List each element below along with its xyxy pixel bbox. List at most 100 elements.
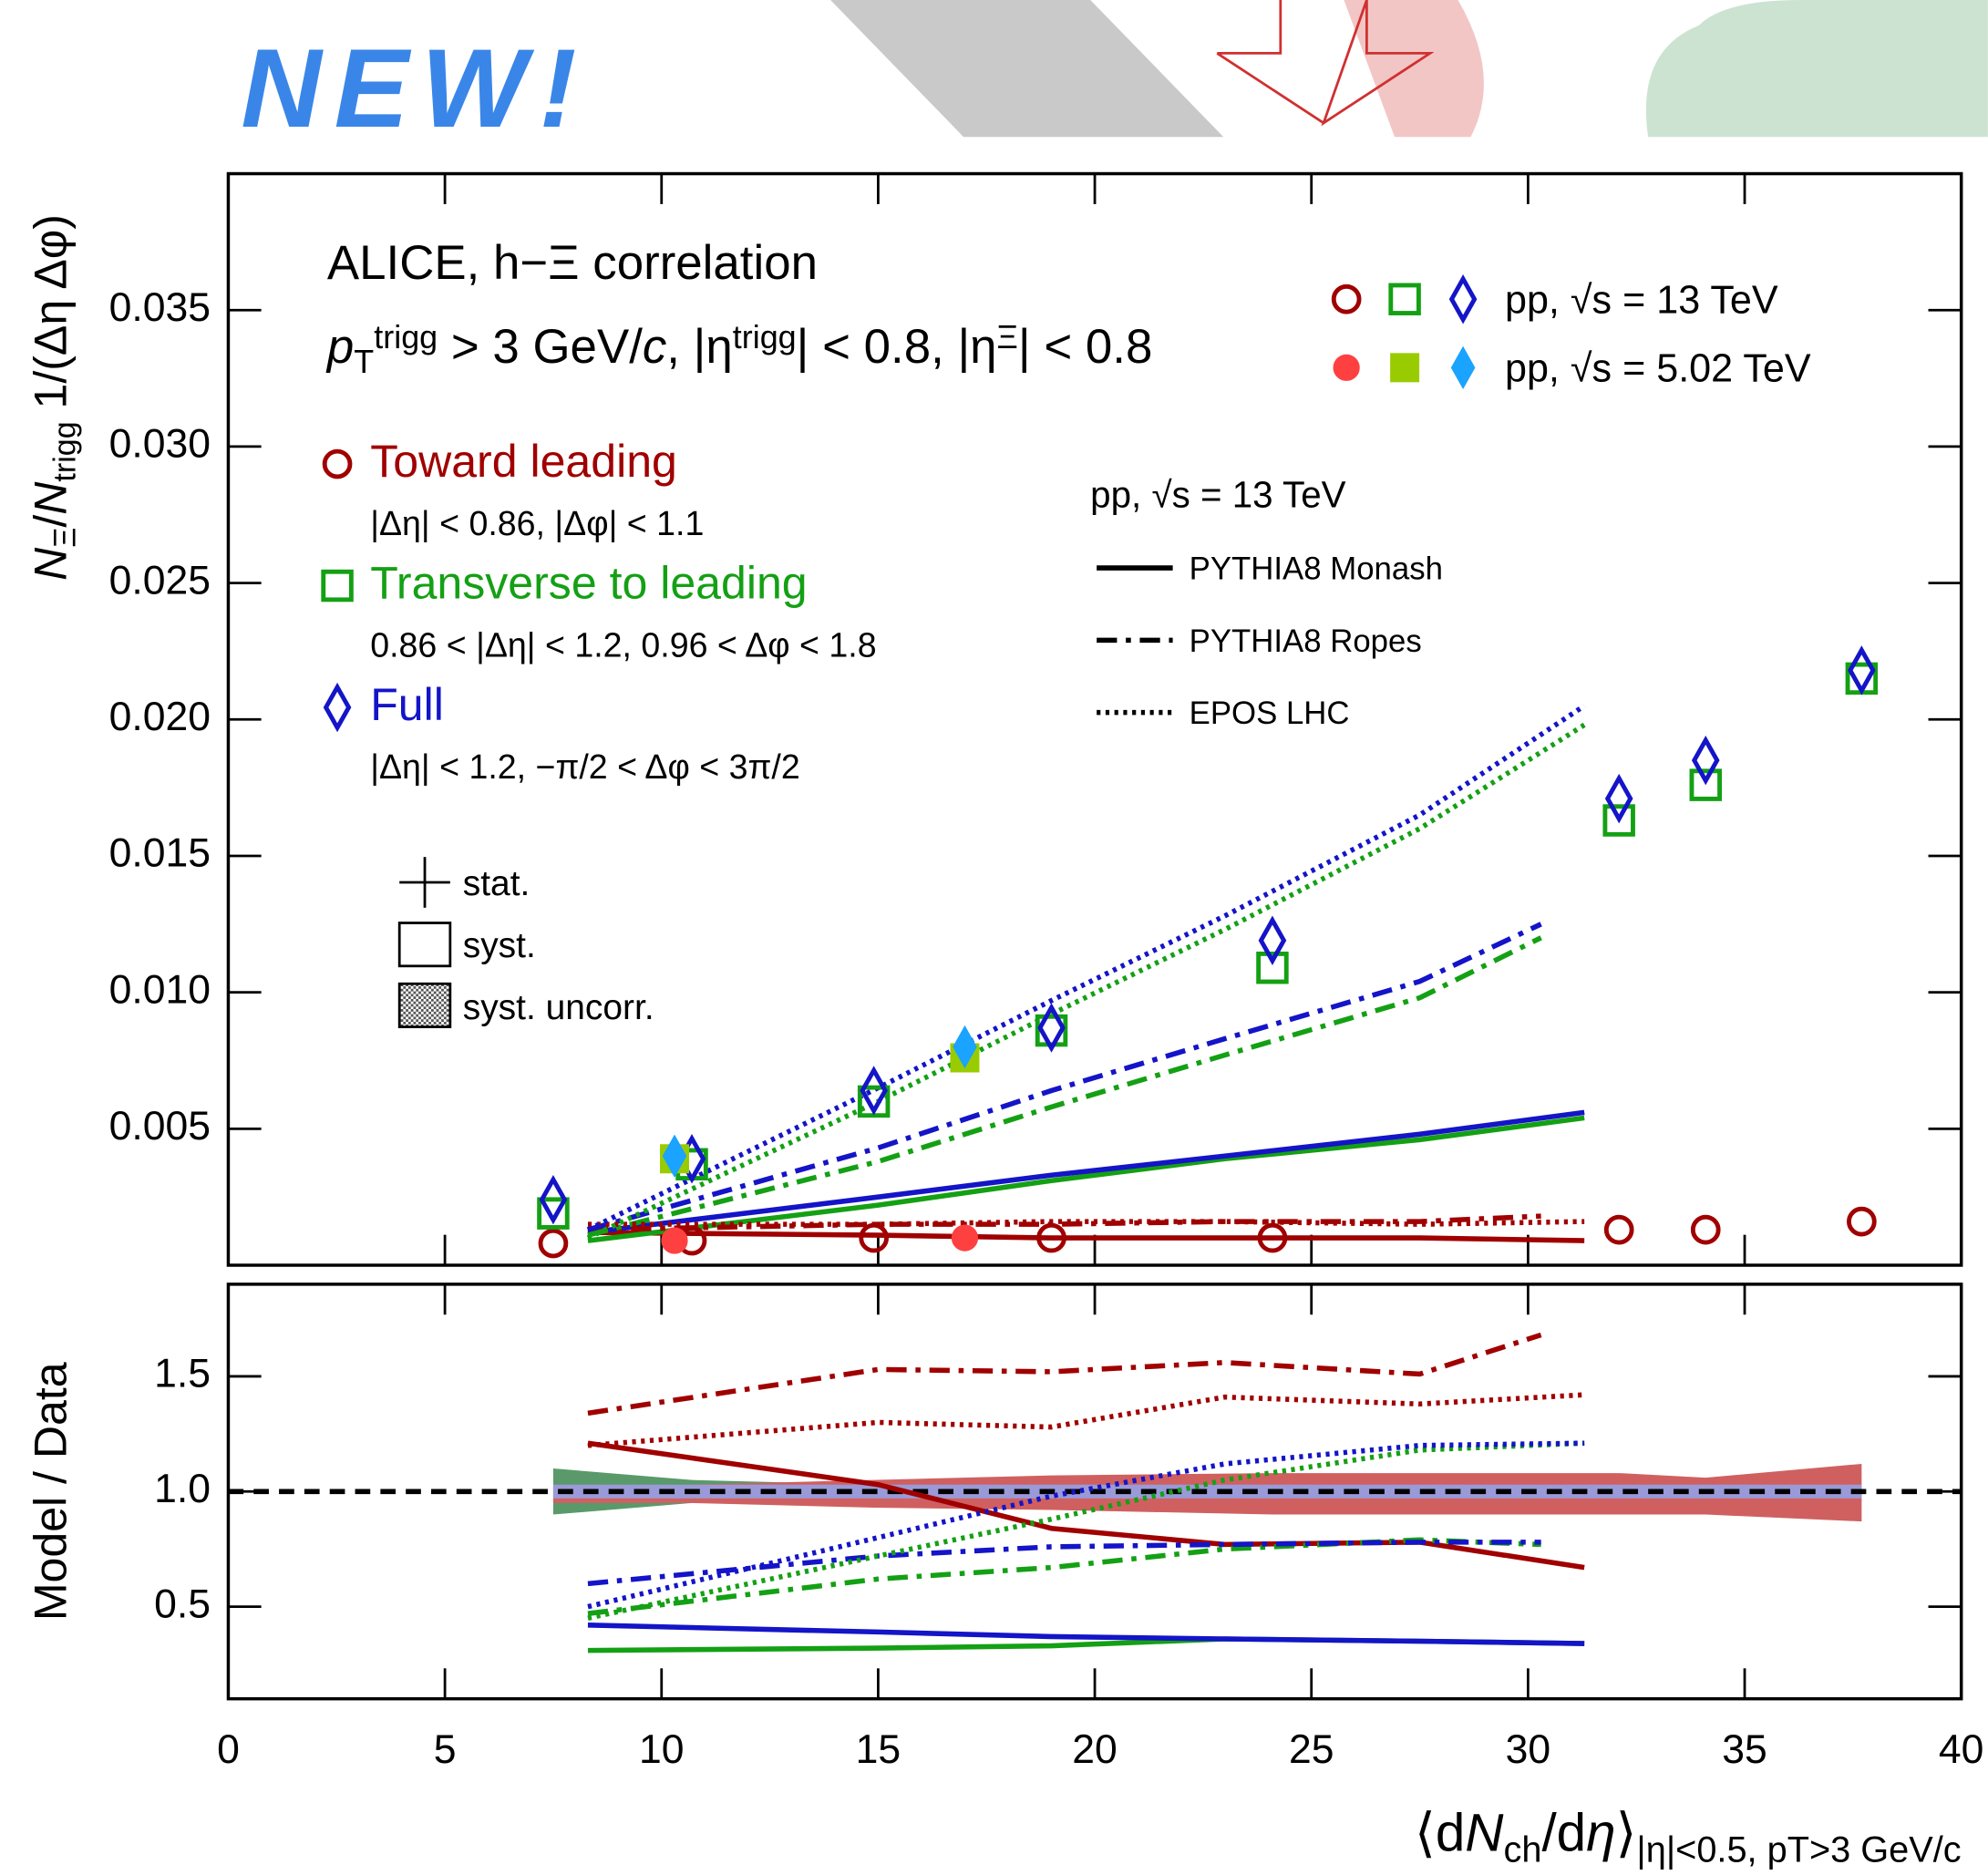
model-line (588, 1112, 1584, 1232)
legend-label: Transverse to leading (370, 557, 807, 608)
data-point (1693, 1217, 1718, 1242)
y-axis-title-part: 1/(Δη Δφ) (25, 214, 76, 421)
figure: NEW! 0.005 0.010 0.015 0.020 0.025 0.030 0.035… (0, 0, 1988, 1875)
legend-marker (1452, 347, 1475, 388)
x-axis-title-part: /d (1541, 1804, 1586, 1863)
data-point (1849, 1209, 1874, 1234)
legend-sublabel: |Δη| < 1.2, −π/2 < Δφ < 3π/2 (370, 747, 800, 786)
model-ratio-line (588, 1334, 1541, 1413)
x-tick-label: 35 (1722, 1727, 1767, 1772)
legend-label: PYTHIA8 Ropes (1190, 624, 1422, 659)
y-tick-label: 0.035 (109, 285, 211, 330)
annotation-selection-part: Ξ (997, 318, 1018, 355)
model-ratio-line (588, 1540, 1541, 1613)
x-axis-title-part: ⟩ (1616, 1804, 1637, 1863)
legend-icon (399, 923, 450, 966)
decor-shape (1646, 0, 1988, 137)
annotation-selection-part: trigg (374, 318, 438, 355)
y-axis-title-part: N (25, 481, 76, 515)
legend-marker (1334, 355, 1359, 380)
legend-label: EPOS LHC (1190, 696, 1350, 731)
y-tick-label: 1.0 (154, 1467, 211, 1511)
page: {"badge":"NEW!", "chart_data":[ {"type":… (0, 0, 1988, 1875)
legend-label: pp, √s = 13 TeV (1505, 279, 1778, 323)
model-line (588, 725, 1584, 1238)
x-axis-title-part: c (1943, 1830, 1962, 1870)
legend-icon (399, 984, 450, 1026)
model-ratio-line (588, 1395, 1584, 1446)
x-axis-title-part: η (1586, 1804, 1615, 1863)
annotation-selection-part: > 3 GeV/ (438, 320, 643, 374)
x-tick-label: 30 (1506, 1727, 1551, 1772)
legend-marker (1391, 285, 1419, 314)
x-tick-label: 20 (1072, 1727, 1118, 1772)
x-axis-title-part: T (1787, 1830, 1809, 1870)
model-ratio-line (588, 1625, 1584, 1643)
x-tick-label: 25 (1289, 1727, 1334, 1772)
x-tick-label: 15 (856, 1727, 901, 1772)
data-point (953, 1225, 978, 1251)
x-tick-label: 0 (217, 1727, 240, 1772)
badge: NEW! (241, 26, 589, 150)
model-line (588, 924, 1541, 1230)
data-point (1694, 740, 1717, 781)
legend-label: pp, √s = 5.02 TeV (1505, 347, 1811, 391)
data-point (541, 1231, 566, 1256)
legend-label: PYTHIA8 Monash (1190, 552, 1443, 587)
x-tick-label: 10 (639, 1727, 685, 1772)
y-axis-title-part: / (25, 515, 76, 528)
x-tick-label: 40 (1939, 1727, 1984, 1772)
y-axis-title-part: Ξ (48, 528, 83, 548)
annotation-selection-part: , |η (666, 320, 732, 374)
data-point (1850, 650, 1873, 691)
y-tick-label: 0.015 (109, 831, 211, 876)
decor-shape (1344, 0, 1484, 137)
x-axis-title-part: ch (1504, 1830, 1542, 1870)
annotation-selection-part: c (643, 320, 666, 374)
data-point (1606, 1217, 1632, 1242)
legend-sublabel: 0.86 < |Δη| < 1.2, 0.96 < Δφ < 1.8 (370, 625, 876, 664)
data-point (662, 1228, 687, 1253)
y-tick-label: 0.020 (109, 695, 211, 739)
legend-marker (1391, 354, 1419, 382)
legend-marker (1452, 279, 1475, 320)
legend-marker (324, 572, 352, 600)
data-point (861, 1225, 887, 1251)
y-tick-label: 0.5 (154, 1581, 211, 1626)
y-axis-title: NΞ/Ntrigg 1/(Δη Δφ) (25, 214, 82, 581)
data-point (1608, 778, 1631, 819)
model-ratio-line (588, 1443, 1584, 1606)
y-tick-label: 0.025 (109, 558, 211, 603)
x-axis-title: ⟨dNch/dη⟩|η|<0.5, pT>3 GeV/c (1415, 1804, 1962, 1870)
legend-sublabel: |Δη| < 0.86, |Δφ| < 1.1 (370, 504, 704, 542)
decor-shape (830, 0, 1223, 137)
model-ratio-line (588, 1542, 1541, 1583)
annotation-selection-part: trigg (733, 318, 797, 355)
legend-title: pp, √s = 13 TeV (1090, 473, 1345, 515)
y-tick-label: 0.005 (109, 1104, 211, 1149)
data-point (862, 1070, 885, 1111)
legend-marker (1334, 286, 1359, 312)
legend-marker (326, 687, 349, 728)
legend-label: Full (370, 679, 444, 730)
annotation-selection-part: | < 0.8, |η (797, 320, 997, 374)
legend-label: stat. (463, 864, 530, 903)
y-tick-label: 0.030 (109, 422, 211, 467)
annotation-selection-part: | < 0.8 (1018, 320, 1152, 374)
annotation-title: ALICE, h−Ξ correlation (327, 236, 818, 290)
legend-label: syst. (463, 926, 536, 965)
annotation-selection: pTtrigg > 3 GeV/c, |ηtrigg| < 0.8, |ηΞ| … (325, 318, 1152, 380)
x-axis-title-part: N (1465, 1804, 1504, 1863)
legend-marker (324, 451, 350, 477)
legend-label: Toward leading (370, 436, 677, 487)
y-axis-title-part: trigg (48, 421, 83, 481)
model-line (588, 1232, 1584, 1241)
y-tick-label: 0.010 (109, 967, 211, 1012)
x-axis-title-part: |η|<0.5, p (1636, 1830, 1787, 1870)
y-tick-label: 1.5 (154, 1352, 211, 1396)
x-axis-title-part: >3 GeV/ (1809, 1830, 1944, 1870)
y-axis-title-part: N (25, 547, 76, 581)
y-axis-title: Model / Data (25, 1362, 76, 1621)
x-axis-title-part: ⟨d (1415, 1804, 1465, 1863)
annotation-selection-part: p (325, 320, 354, 374)
